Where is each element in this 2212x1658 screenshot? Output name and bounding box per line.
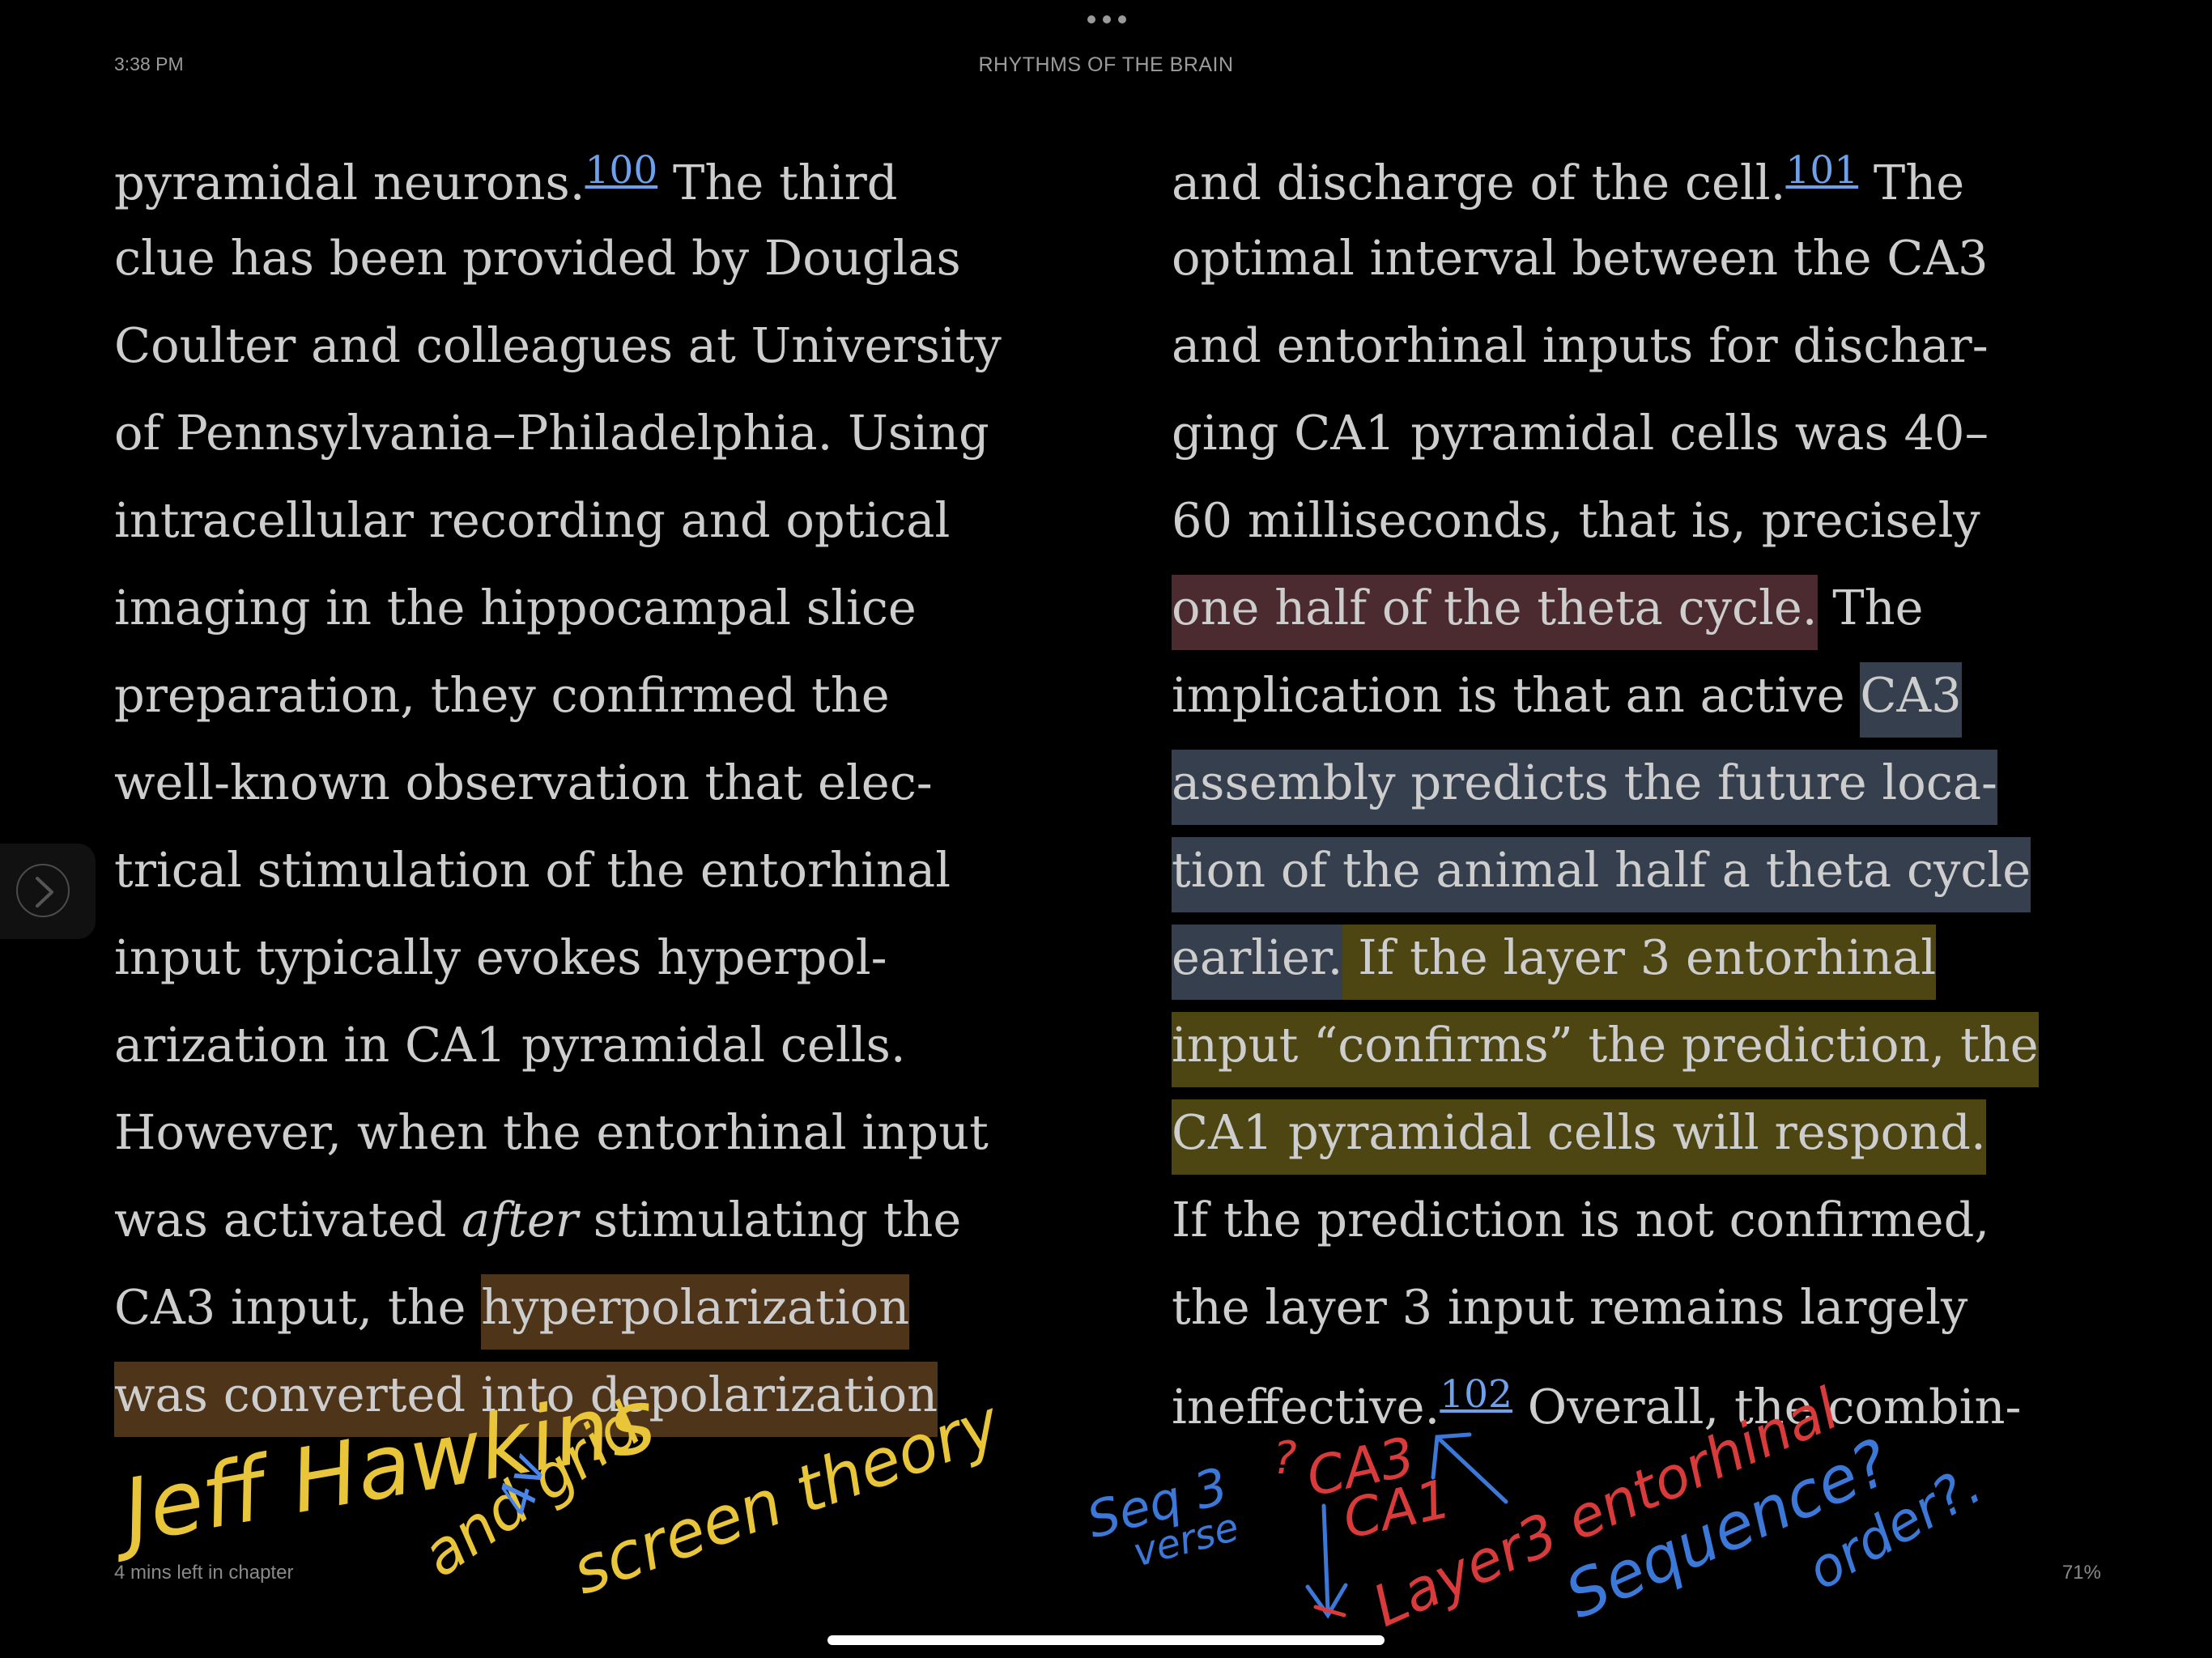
status-time: 3:38 PM — [114, 53, 184, 74]
chapter-time-left: 4 mins left in chapter — [114, 1562, 294, 1584]
text-line: and discharge of the cell.101 The — [1172, 148, 1965, 210]
text-line: ging CA1 pyramidal cells was 40– — [1172, 405, 1989, 461]
text-line: intracellular recording and optical — [114, 492, 951, 548]
text-line: imaging in the hippocampal slice — [114, 580, 917, 636]
text-line: of Pennsylvania–Philadelphia. Using — [114, 405, 989, 461]
handwritten-note: ? — [1273, 1432, 1297, 1485]
highlight-blue[interactable]: assembly predicts the future loca- — [1172, 750, 1997, 825]
text-line: input typically evokes hyperpol- — [114, 929, 887, 985]
text-line: arization in CA1 pyramidal cells. — [114, 1017, 906, 1073]
handwritten-note: Sequence? — [1555, 1426, 1900, 1634]
arrow-stroke — [1305, 1503, 1348, 1619]
home-indicator[interactable] — [827, 1635, 1385, 1645]
text-line: clue has been provided by Douglas — [114, 230, 961, 286]
text-line: However, when the entorhinal input — [114, 1104, 989, 1160]
text-line: and entorhinal inputs for dischar- — [1172, 317, 1989, 373]
text-line: was activated after stimulating the — [114, 1192, 962, 1248]
text-line: 60 milliseconds, that is, precisely — [1172, 492, 1980, 548]
left-page-text: pyramidal neurons.100 The third clue has… — [114, 127, 1053, 1439]
more-options-icon[interactable] — [1087, 13, 1126, 26]
text-line: implication is that an active CA3 — [1172, 652, 2111, 739]
handwritten-note: CA1 — [1338, 1468, 1456, 1551]
footnote-link[interactable]: 100 — [585, 148, 658, 193]
text-line: If the prediction is not confirmed, — [1172, 1192, 1990, 1248]
text-line: optimal interval between the CA3 — [1172, 230, 1989, 286]
text-line: assembly predicts the future loca- — [1172, 739, 2111, 827]
text-line: preparation, they confirmed the — [114, 667, 890, 723]
next-page-button[interactable] — [0, 844, 96, 939]
handwritten-note: Seq 3 — [1081, 1456, 1234, 1550]
highlight-red[interactable]: one half of the theta cycle. — [1172, 575, 1818, 650]
text-line: tion of the animal half a theta cycle — [1172, 827, 2111, 914]
text-line: pyramidal neurons.100 The third — [114, 148, 898, 210]
arrow-stroke — [1431, 1432, 1508, 1504]
arrow-stroke — [1313, 1605, 1346, 1618]
text-line: the layer 3 input remains largely — [1172, 1279, 1968, 1335]
handwritten-note: verse — [1129, 1504, 1244, 1575]
text-line: was converted into depolarization — [114, 1351, 1053, 1439]
highlight-blue[interactable]: tion of the animal half a theta cycle — [1172, 837, 2031, 912]
footnote-link[interactable]: 102 — [1440, 1372, 1512, 1417]
text-line: input “confirms” the prediction, the — [1172, 1001, 2111, 1089]
highlight-blue[interactable]: CA3 — [1860, 662, 1962, 738]
text-line: trical stimulation of the entorhinal — [114, 842, 951, 898]
highlight-yellow[interactable]: input “confirms” the prediction, the — [1172, 1012, 2039, 1087]
text-line: CA1 pyramidal cells will respond. — [1172, 1089, 2111, 1176]
highlight-yellow[interactable]: If the layer 3 entorhinal — [1342, 925, 1937, 1000]
text-line: one half of the theta cycle. The — [1172, 564, 2111, 652]
reading-progress: 71% — [2061, 1562, 2101, 1584]
text-line: earlier. If the layer 3 entorhinal — [1172, 914, 2111, 1001]
italic-word: after — [462, 1192, 579, 1248]
handwritten-note: 4v — [487, 1448, 558, 1521]
handwritten-note: order?. — [1797, 1454, 1992, 1602]
text-line: well-known observation that elec- — [114, 755, 933, 810]
chevron-right-icon — [16, 864, 70, 917]
highlight-blue[interactable]: earlier. — [1172, 925, 1343, 1000]
text-line: CA3 input, the hyperpolarization — [114, 1264, 1053, 1351]
highlight-orange[interactable]: hyperpolarization — [481, 1274, 910, 1350]
text-line: Coulter and colleagues at University — [114, 317, 1002, 373]
footnote-link[interactable]: 101 — [1785, 148, 1859, 193]
highlight-yellow[interactable]: CA1 pyramidal cells will respond. — [1172, 1099, 1986, 1175]
text-line: ineffective.102 Overall, the combin- — [1172, 1372, 2022, 1435]
right-page-text: and discharge of the cell.101 The optima… — [1172, 127, 2111, 1439]
highlight-orange[interactable]: was converted into depolarization — [114, 1362, 938, 1437]
book-title: RHYTHMS OF THE BRAIN — [978, 53, 1234, 76]
